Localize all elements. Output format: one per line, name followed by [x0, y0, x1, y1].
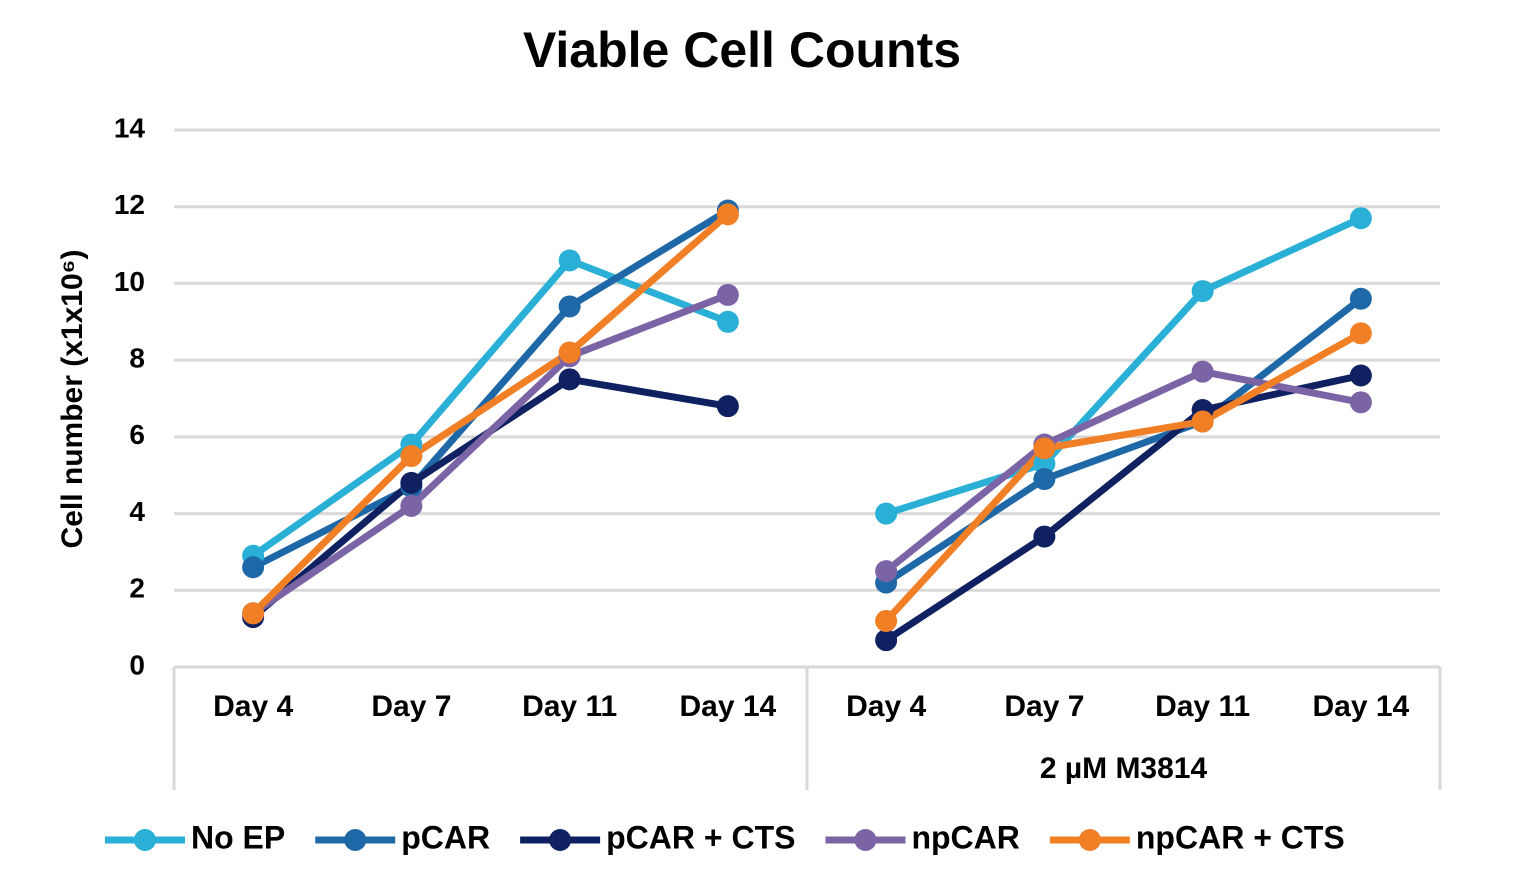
x-tick-label: Day 14: [680, 690, 777, 723]
data-point: [1349, 207, 1372, 230]
y-tick-label: 14: [114, 112, 146, 143]
data-point: [1033, 525, 1056, 548]
y-tick-label: 4: [129, 496, 145, 527]
data-point: [716, 203, 739, 226]
data-point: [716, 395, 739, 418]
data-point: [875, 629, 898, 652]
series-line: [251, 291, 730, 617]
y-tick-label: 2: [129, 573, 145, 604]
legend-label: npCAR: [911, 819, 1019, 855]
legend-label: pCAR: [401, 819, 490, 855]
series-line: [883, 368, 1362, 574]
data-point: [875, 560, 898, 583]
data-point: [1191, 280, 1214, 303]
x-tick-label: Day 11: [522, 690, 617, 723]
x-tick-label: Day 7: [1004, 690, 1084, 723]
data-point: [1349, 287, 1372, 310]
data-point: [1033, 468, 1056, 491]
data-point: [1349, 391, 1372, 414]
data-point: [875, 502, 898, 525]
chart-title: Viable Cell Counts: [523, 22, 961, 78]
x-tick-label: Day 11: [1155, 690, 1250, 723]
legend-marker: [549, 829, 572, 851]
series-line: [884, 372, 1362, 644]
data-point: [558, 249, 581, 272]
x-tick-label: Day 4: [846, 690, 926, 723]
legend-label: No EP: [191, 819, 285, 855]
data-point: [242, 602, 265, 625]
series-line: [885, 215, 1363, 517]
y-tick-label: 10: [114, 266, 145, 297]
data-point: [1191, 360, 1214, 383]
data-point: [558, 341, 581, 364]
series-line: [250, 375, 729, 620]
series-line: [883, 330, 1363, 624]
data-point: [558, 368, 581, 391]
data-point: [400, 445, 423, 468]
series-line: [250, 211, 731, 616]
y-tick-label: 0: [129, 649, 145, 680]
data-point: [242, 556, 265, 579]
legend-marker: [344, 829, 367, 851]
y-tick-label: 6: [129, 419, 145, 450]
y-tick-label: 12: [114, 189, 145, 220]
data-point: [716, 310, 739, 333]
legend-marker: [854, 829, 877, 851]
data-point: [1191, 410, 1214, 433]
legend-label: npCAR + CTS: [1136, 819, 1345, 855]
series-line: [251, 256, 730, 559]
data-point: [1349, 322, 1372, 345]
y-tick-label: 8: [129, 343, 145, 374]
group-label: 2 µM M3814: [1040, 752, 1208, 785]
x-tick-label: Day 4: [213, 690, 293, 723]
data-point: [1349, 364, 1372, 387]
legend-marker: [134, 829, 156, 851]
x-tick-label: Day 7: [371, 690, 451, 723]
x-tick-label: Day 14: [1313, 690, 1410, 723]
data-point: [716, 283, 739, 306]
data-point: [875, 609, 898, 632]
data-point: [1033, 452, 1056, 475]
legend-label: pCAR + CTS: [606, 819, 795, 855]
data-point: [400, 494, 423, 517]
legend-marker: [1078, 829, 1101, 851]
data-point: [400, 471, 423, 494]
y-axis-label: Cell number (x1x10⁶): [56, 250, 89, 549]
data-point: [558, 295, 581, 318]
series-line: [251, 207, 730, 571]
data-point: [1033, 437, 1056, 460]
